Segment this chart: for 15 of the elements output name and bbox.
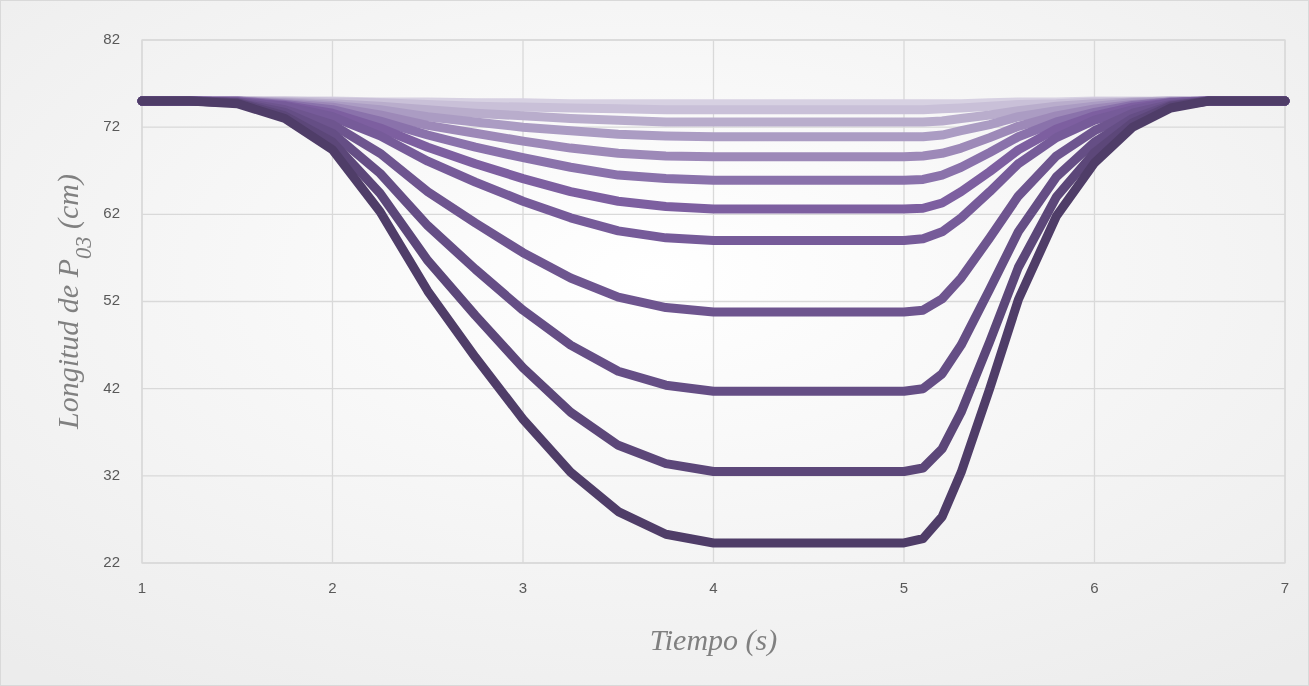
x-tick-label: 2 — [328, 579, 337, 596]
x-tick-label: 6 — [1090, 579, 1099, 596]
y-tick-label: 62 — [103, 204, 120, 222]
x-tick-label: 3 — [518, 579, 528, 596]
y-tick-label: 32 — [103, 465, 120, 483]
x-tick-label: 1 — [137, 579, 147, 596]
y-tick-label: 42 — [103, 378, 120, 396]
x-tick-label: 5 — [899, 579, 909, 596]
x-axis-title: Tiempo (s) — [649, 623, 778, 657]
y-tick-label: 52 — [103, 291, 120, 309]
y-tick-label: 72 — [103, 117, 120, 135]
x-tick-label: 7 — [1280, 579, 1290, 596]
y-tick-label: 22 — [103, 552, 120, 570]
x-tick-label: 4 — [709, 579, 718, 596]
y-tick-label: 82 — [103, 29, 120, 47]
